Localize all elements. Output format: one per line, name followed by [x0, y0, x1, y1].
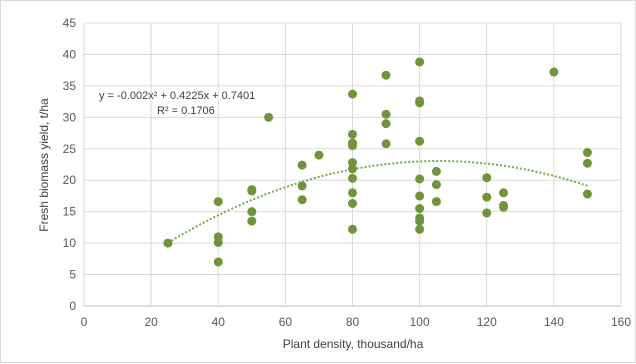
data-point — [431, 166, 441, 176]
data-point — [348, 89, 357, 99]
data-point — [415, 136, 425, 146]
x-tick-label: 140 — [544, 315, 564, 329]
data-point — [348, 129, 357, 139]
y-tick-label: 25 — [63, 142, 77, 156]
polynomial-trendline — [167, 160, 588, 244]
data-point — [582, 189, 592, 199]
x-tick-label: 0 — [81, 315, 88, 329]
data-point — [499, 188, 509, 198]
y-tick-label: 35 — [63, 79, 77, 93]
data-point — [415, 174, 425, 184]
y-tick-label: 5 — [69, 268, 76, 282]
x-axis-title: Plant density, thousand/ha — [283, 337, 424, 351]
x-tick-label: 120 — [477, 315, 497, 329]
data-point — [314, 150, 324, 160]
data-point — [348, 158, 357, 168]
y-tick-label: 40 — [63, 47, 77, 61]
data-point — [482, 192, 492, 202]
tick-labels: 0 5 10 15 20 25 30 35 40 45 0 20 40 60 80 100 120 140 160 — [63, 16, 632, 329]
data-point — [348, 224, 357, 234]
data-point — [247, 216, 257, 226]
y-tick-label: 15 — [63, 205, 77, 219]
y-axis-title: Fresh biomass yield, t/ha — [37, 98, 51, 232]
data-point — [415, 204, 425, 214]
data-point — [348, 198, 357, 208]
y-tick-label: 10 — [63, 236, 77, 250]
data-point — [431, 180, 441, 190]
data-point — [582, 148, 592, 158]
data-point — [348, 141, 357, 151]
x-tick-label: 20 — [144, 315, 158, 329]
x-tick-label: 100 — [410, 315, 430, 329]
data-point — [381, 109, 391, 119]
data-point — [499, 202, 509, 212]
data-point — [415, 224, 425, 234]
x-tick-label: 40 — [212, 315, 226, 329]
y-tick-label: 20 — [63, 173, 77, 187]
data-point — [415, 57, 425, 67]
data-point — [415, 191, 425, 201]
data-point — [582, 158, 592, 168]
trendline-r-squared: R² = 0.1706 — [157, 105, 215, 117]
data-point — [482, 173, 492, 183]
x-tick-label: 160 — [611, 315, 631, 329]
x-tick-label: 60 — [279, 315, 293, 329]
trendline-equation: y = -0.002x² + 0.4225x + 0.7401 — [99, 90, 255, 102]
data-points — [163, 57, 592, 267]
data-point — [264, 112, 274, 122]
data-point — [381, 139, 391, 149]
data-point — [415, 98, 425, 108]
data-point — [297, 160, 307, 170]
data-point — [549, 67, 559, 77]
data-point — [348, 173, 357, 183]
data-point — [247, 186, 257, 196]
data-point — [213, 197, 223, 207]
data-point — [163, 238, 173, 248]
data-point — [381, 119, 391, 129]
data-point — [213, 237, 223, 247]
data-point — [247, 207, 257, 217]
data-point — [348, 188, 357, 198]
data-point — [431, 197, 441, 207]
y-tick-label: 0 — [69, 299, 76, 313]
x-tick-label: 80 — [346, 315, 360, 329]
data-point — [348, 164, 357, 174]
data-point — [297, 195, 307, 205]
data-point — [482, 208, 492, 218]
data-point — [381, 70, 391, 80]
y-tick-label: 45 — [63, 16, 77, 30]
data-point — [213, 257, 223, 267]
y-tick-label: 30 — [63, 110, 77, 124]
data-point — [415, 216, 425, 226]
data-point — [297, 181, 307, 191]
